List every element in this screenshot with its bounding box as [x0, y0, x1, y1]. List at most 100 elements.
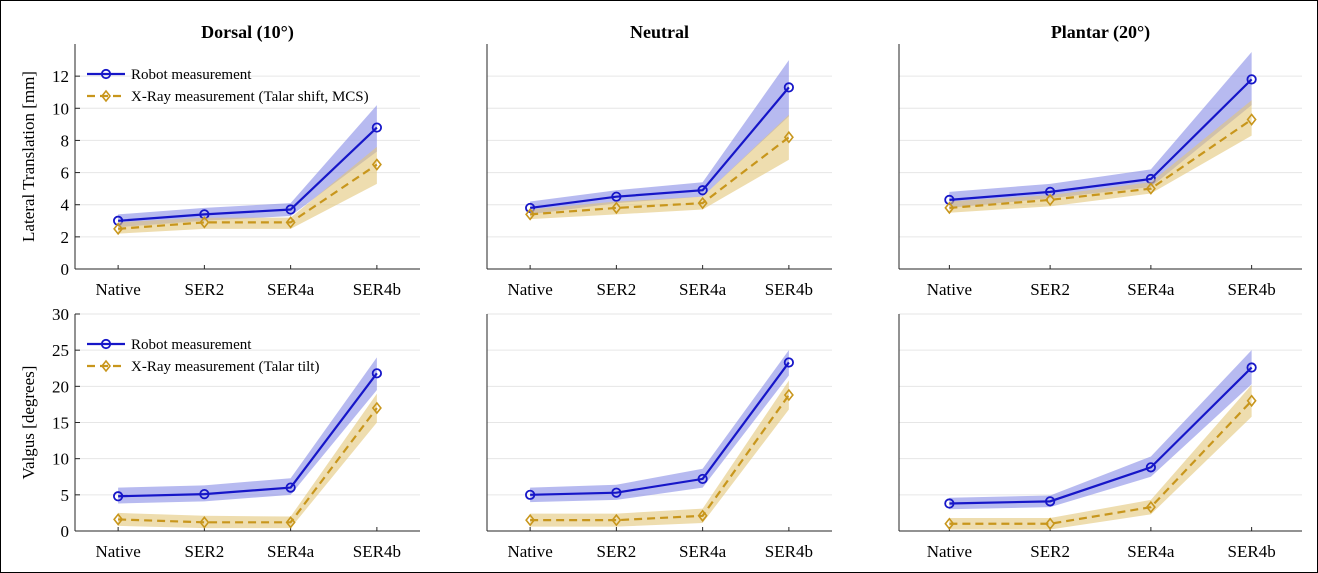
x-tick-label: SER4b	[353, 542, 401, 561]
chart-panel-6: Native SER2 SER4a SER4b	[898, 313, 1302, 561]
robot-confidence-band	[530, 350, 789, 503]
xray-data-point	[1045, 193, 1056, 207]
xray-data-point	[199, 516, 210, 529]
xray-confidence-band	[949, 100, 1252, 213]
y-tick-label: 8	[61, 131, 70, 150]
panel-title: Plantar (20°)	[1051, 22, 1150, 43]
x-tick-label: SER4a	[1127, 280, 1175, 299]
x-tick-label: SER2	[1030, 280, 1070, 299]
robot-series-line	[949, 366, 1253, 505]
y-axis-label: Lateral Translation [mm]	[19, 71, 38, 242]
xray-confidence-band	[118, 146, 377, 234]
x-tick-label: SER4b	[765, 280, 813, 299]
xray-series-line	[118, 407, 378, 524]
y-tick-label: 20	[52, 377, 69, 396]
robot-data-point	[611, 191, 622, 202]
robot-data-point	[371, 122, 382, 133]
x-tick-label: SER2	[185, 542, 225, 561]
xray-data-point	[1145, 500, 1156, 514]
x-tick-label: Native	[927, 280, 972, 299]
x-tick-label: SER2	[185, 280, 225, 299]
x-tick-label: Native	[95, 542, 140, 561]
y-axis-label: Valgus [degrees]	[19, 366, 38, 480]
x-tick-label: SER4b	[765, 542, 813, 561]
y-tick-label: 10	[52, 99, 69, 118]
xray-data-point	[113, 513, 124, 526]
robot-series-line	[118, 126, 378, 222]
y-tick-label: 15	[52, 414, 69, 433]
x-tick-label: Native	[95, 280, 140, 299]
xray-data-point	[783, 388, 794, 402]
xray-data-point	[1045, 517, 1056, 531]
robot-series-line	[949, 78, 1253, 201]
robot-series-line	[529, 86, 790, 210]
y-tick-label: 5	[61, 486, 70, 505]
robot-data-point	[697, 473, 708, 485]
xray-data-point	[371, 158, 382, 171]
robot-data-point	[611, 487, 622, 498]
x-tick-label: SER4a	[267, 542, 315, 561]
robot-data-point	[697, 185, 708, 196]
robot-series-line	[530, 361, 790, 496]
chart-panel-3: Native SER2 SER4a SER4b Plantar (20°)	[898, 22, 1302, 299]
legend: Robot measurement X-Ray measurement (Tala…	[87, 337, 319, 375]
xray-data-point	[944, 517, 955, 531]
robot-confidence-band	[118, 357, 377, 504]
xray-series-line	[530, 136, 790, 216]
xray-series-line	[118, 163, 378, 230]
xray-data-point	[697, 509, 708, 523]
xray-data-point	[783, 130, 794, 144]
robot-data-point	[525, 489, 536, 500]
xray-data-point	[1246, 113, 1257, 126]
xray-series-line	[949, 118, 1253, 210]
robot-data-point	[783, 357, 794, 368]
panel-title: Neutral	[630, 22, 689, 42]
robot-data-point	[1045, 496, 1056, 507]
y-tick-label: 4	[61, 196, 70, 215]
x-tick-label: SER4a	[679, 542, 727, 561]
panel-title: Dorsal (10°)	[201, 22, 294, 43]
robot-confidence-band	[949, 350, 1252, 510]
x-tick-label: SER4b	[353, 280, 401, 299]
legend-label: X-Ray measurement (Talar tilt)	[131, 359, 319, 375]
chart-panel-2: Native SER2 SER4a SER4b Neutral	[486, 22, 832, 299]
y-tick-label: 0	[61, 260, 70, 279]
robot-data-point	[285, 482, 296, 493]
legend-marker	[100, 89, 112, 103]
x-tick-label: SER2	[1030, 542, 1070, 561]
xray-data-point	[371, 401, 382, 415]
xray-series-line	[949, 400, 1253, 525]
xray-data-point	[944, 201, 955, 215]
legend-marker	[100, 68, 112, 80]
x-tick-label: SER4b	[1228, 280, 1276, 299]
legend-marker	[100, 338, 112, 350]
xray-data-point	[285, 516, 296, 529]
robot-data-point	[944, 498, 955, 509]
xray-data-point	[113, 222, 124, 236]
xray-series-line	[530, 394, 790, 522]
xray-confidence-band	[530, 114, 789, 220]
x-tick-label: Native	[507, 280, 552, 299]
y-tick-label: 12	[52, 67, 69, 86]
y-tick-label: 0	[61, 522, 70, 541]
legend-label: X-Ray measurement (Talar shift, MCS)	[131, 89, 369, 105]
xray-data-point	[611, 513, 622, 527]
xray-data-point	[199, 216, 210, 229]
robot-confidence-band	[949, 52, 1252, 208]
robot-data-point	[1145, 462, 1156, 473]
xray-data-point	[1145, 182, 1156, 195]
legend: Robot measurement X-Ray measurement (Tala…	[87, 67, 369, 105]
y-tick-label: 10	[52, 450, 69, 469]
xray-confidence-band	[530, 380, 789, 527]
robot-data-point	[1246, 74, 1257, 85]
xray-data-point	[697, 196, 708, 210]
y-tick-label: 30	[52, 305, 69, 324]
robot-confidence-band	[118, 105, 377, 228]
robot-series-line	[118, 372, 378, 498]
xray-data-point	[611, 201, 622, 215]
robot-data-point	[285, 204, 296, 215]
robot-data-point	[113, 491, 124, 502]
xray-data-point	[525, 208, 536, 221]
xray-confidence-band	[118, 393, 377, 529]
